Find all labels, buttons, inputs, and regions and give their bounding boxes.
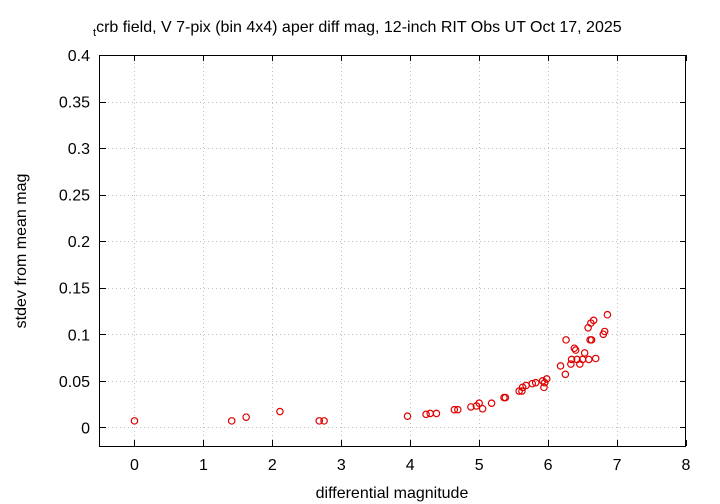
data-point (571, 346, 580, 354)
chart-title-subscript: t (93, 27, 96, 39)
data-point (580, 349, 589, 357)
y-tick-label: 0.4 (68, 48, 90, 65)
data-point (454, 405, 462, 414)
data-point (403, 412, 412, 421)
x-tick-label: 3 (337, 457, 346, 474)
data-point (584, 355, 593, 364)
data-point (475, 399, 483, 407)
data-points (130, 310, 612, 425)
data-point (422, 410, 430, 419)
grid (100, 55, 686, 446)
plot-frame (99, 55, 686, 447)
x-tick-label: 6 (544, 457, 553, 474)
data-point (276, 407, 284, 416)
data-point (567, 355, 576, 364)
y-tick-label: 0.2 (68, 234, 90, 251)
data-point (432, 409, 441, 418)
data-point (242, 413, 250, 421)
data-point (591, 354, 600, 363)
data-point (600, 327, 609, 336)
data-point (467, 403, 475, 411)
data-point (556, 362, 565, 370)
data-point (426, 409, 435, 418)
y-tick-label: 0.3 (68, 141, 90, 158)
data-point (587, 336, 596, 344)
y-tick-label: 0 (81, 420, 90, 437)
x-tick-label: 2 (268, 457, 277, 474)
data-point (227, 417, 236, 425)
data-point (540, 383, 548, 392)
data-point (450, 405, 459, 414)
data-point (531, 378, 540, 387)
x-axis-label: differential magnitude (316, 485, 469, 502)
data-point (320, 417, 328, 425)
x-tick-label: 8 (682, 457, 691, 474)
data-point (567, 360, 575, 368)
x-tick-label: 1 (199, 457, 208, 474)
chart-title: tcrb field, V 7-pix (bin 4x4) aper diff … (93, 19, 622, 39)
data-point (487, 399, 496, 407)
data-point (528, 379, 537, 388)
data-point (130, 417, 139, 425)
data-point (603, 310, 612, 319)
data-point (501, 393, 510, 402)
x-tick-label: 7 (613, 457, 622, 474)
data-point (589, 316, 598, 325)
y-tick-label: 0.1 (68, 327, 90, 344)
data-point (562, 336, 570, 344)
y-axis-label: stdev from mean mag (13, 174, 30, 329)
data-point (570, 344, 579, 353)
data-point (518, 387, 526, 395)
x-tick-label: 5 (475, 457, 484, 474)
chart-title-main: crb field, V 7-pix (bin 4x4) aper diff m… (96, 19, 622, 36)
data-point (542, 375, 551, 383)
y-tick-label: 0.15 (59, 281, 90, 298)
data-point (561, 370, 570, 379)
data-point (315, 417, 324, 425)
x-tick-label: 0 (130, 457, 139, 474)
axis-ticks: 0 1 2 3 4 5 6 7 8 0 0.05 0.1 0.15 0.2 0.25 0.3 0.35 0.4 (59, 48, 691, 474)
y-tick-label: 0.05 (59, 374, 90, 391)
x-tick-label: 4 (406, 457, 415, 474)
data-point (478, 404, 487, 413)
data-point (540, 378, 549, 387)
y-tick-label: 0.25 (59, 188, 90, 205)
y-tick-label: 0.35 (59, 95, 90, 112)
